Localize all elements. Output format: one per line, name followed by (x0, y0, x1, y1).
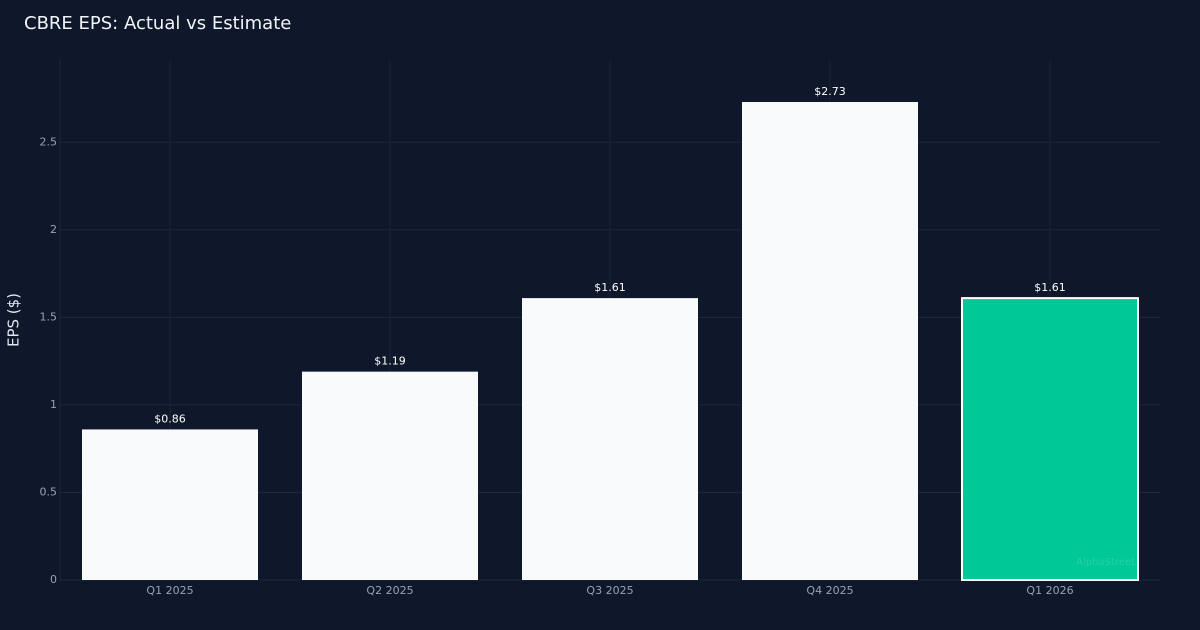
y-tick-label: 1 (50, 398, 57, 411)
bar (302, 371, 478, 580)
bar (742, 102, 918, 580)
y-axis-label: EPS ($) (5, 293, 23, 347)
bar (961, 297, 1139, 581)
y-tick-label: 2.5 (40, 135, 58, 148)
bar (522, 298, 698, 580)
watermark: AlphaStreet (1076, 557, 1135, 568)
y-tick-label: 2 (50, 223, 57, 236)
value-label: $1.61 (1034, 281, 1066, 294)
y-tick-label: 0 (50, 573, 57, 586)
x-tick-label: Q2 2025 (366, 584, 413, 597)
value-label: $1.19 (374, 355, 406, 368)
x-tick-label: Q3 2025 (586, 584, 633, 597)
value-label: $0.86 (154, 412, 186, 425)
x-tick-label: Q1 2026 (1026, 584, 1073, 597)
x-tick-label: Q1 2025 (146, 584, 193, 597)
chart-title: CBRE EPS: Actual vs Estimate (24, 13, 291, 34)
value-label: $2.73 (814, 85, 846, 98)
y-tick-label: 1.5 (40, 310, 58, 323)
bar (82, 429, 258, 580)
value-label: $1.61 (594, 281, 626, 294)
y-tick-label: 0.5 (40, 485, 58, 498)
x-tick-label: Q4 2025 (806, 584, 853, 597)
